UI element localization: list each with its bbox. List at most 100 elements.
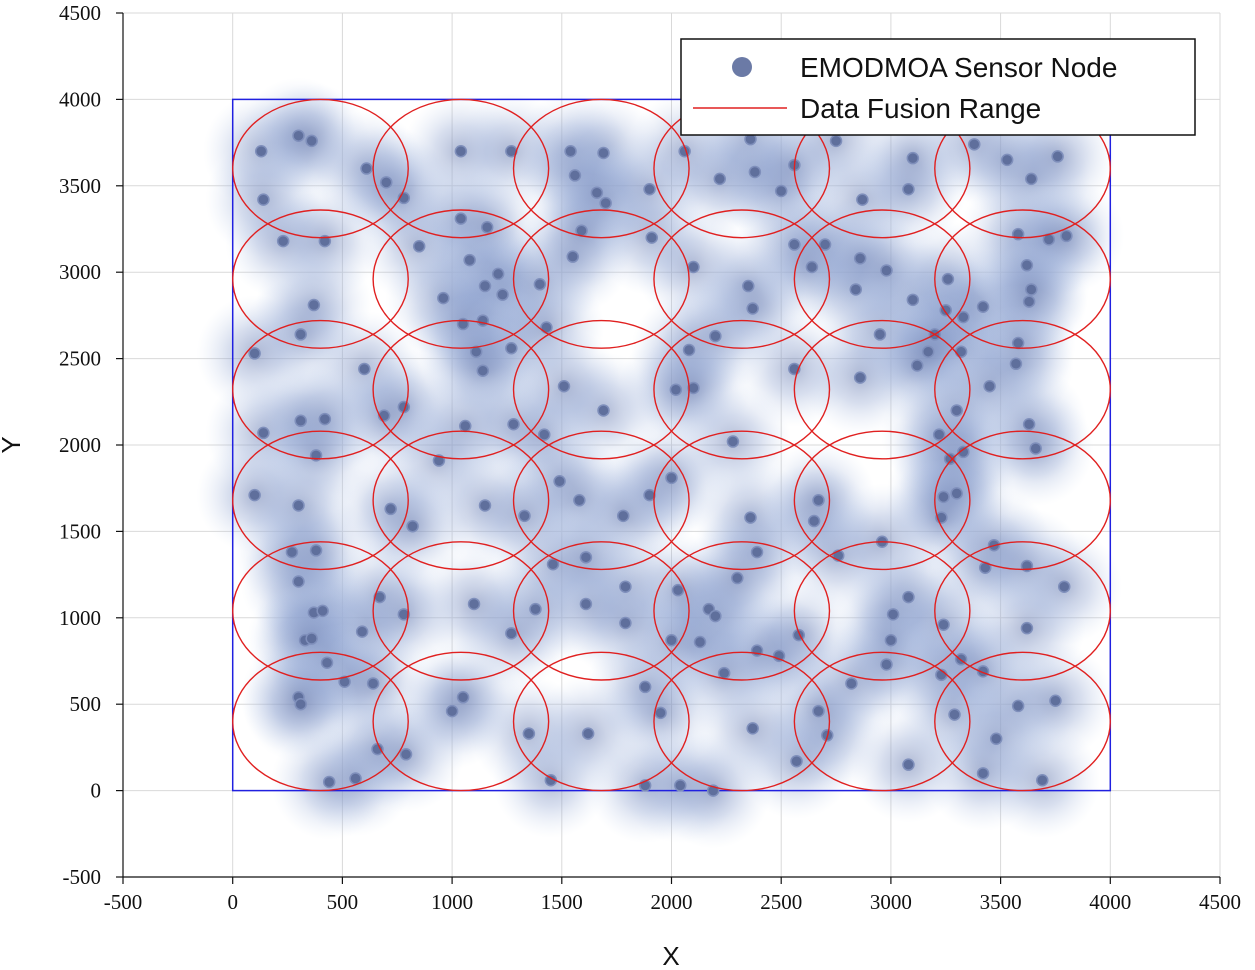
sensor-node-128 xyxy=(937,618,950,631)
sensor-node-110 xyxy=(597,404,610,417)
fusion-range-circle-0-4 xyxy=(793,651,971,792)
sensor-node-191 xyxy=(292,499,305,512)
fusion-range-circle-1-2 xyxy=(512,541,690,681)
sensor-node-13 xyxy=(599,196,612,210)
sensor-node-40 xyxy=(496,288,509,301)
sensor-node-36 xyxy=(463,253,476,267)
sensor-node-80 xyxy=(687,381,700,395)
sensor-node-layer xyxy=(248,129,1073,797)
fusion-range-circle-3-2 xyxy=(512,319,690,460)
sensor-node-56 xyxy=(818,238,832,251)
sensor-node-133 xyxy=(1011,699,1025,713)
sensor-node-58 xyxy=(849,283,863,296)
sensor-node-35 xyxy=(454,212,468,225)
sensor-node-173 xyxy=(292,575,305,588)
sensor-node-47 xyxy=(476,364,490,377)
sensor-node-150 xyxy=(693,635,707,649)
sensor-node-160 xyxy=(529,602,542,616)
sensor-node-57 xyxy=(805,260,819,274)
sensor-node-5 xyxy=(380,176,393,189)
fusion-range-circle-4-4 xyxy=(793,209,971,349)
sensor-node-51 xyxy=(645,231,659,244)
fusion-range-circle-2-1 xyxy=(372,430,550,571)
deployment-region xyxy=(231,98,1112,792)
sensor-node-19 xyxy=(774,184,788,198)
sensor-node-78 xyxy=(682,343,696,357)
sensor-node-68 xyxy=(1042,233,1056,246)
sensor-node-49 xyxy=(566,250,580,263)
sensor-node-154 xyxy=(619,580,632,593)
sensor-node-104 xyxy=(507,418,520,431)
sensor-node-114 xyxy=(744,511,757,524)
y-tick-label-10: 4500 xyxy=(59,1,101,25)
sensor-node-123 xyxy=(1057,580,1071,593)
x-tick-label-10: 4500 xyxy=(1199,890,1241,914)
sensor-node-94 xyxy=(1029,442,1042,455)
sensor-node-196 xyxy=(518,509,531,523)
sensor-node-107 xyxy=(573,494,586,507)
sensor-node-26 xyxy=(1000,153,1014,167)
sensor-node-0 xyxy=(254,144,268,158)
x-tick-label-5: 2000 xyxy=(651,890,693,914)
sensor-node-2 xyxy=(305,134,318,148)
fusion-range-circle-1-3 xyxy=(653,541,831,681)
sensor-node-33 xyxy=(248,347,261,360)
sensor-node-193 xyxy=(406,519,419,533)
sensor-node-113 xyxy=(726,435,740,448)
sensor-node-25 xyxy=(968,138,981,151)
sensor-node-41 xyxy=(533,278,547,291)
fusion-range-circle-0-1 xyxy=(372,651,550,792)
sensor-node-144 xyxy=(746,722,759,735)
sensor-node-127 xyxy=(880,658,893,671)
x-tick-label-1: 0 xyxy=(227,890,238,914)
fusion-range-layer xyxy=(231,98,1111,792)
sensor-node-187 xyxy=(399,748,413,761)
sensor-node-99 xyxy=(294,414,307,428)
fusion-range-circle-4-1 xyxy=(372,209,550,349)
sensor-node-168 xyxy=(467,597,481,611)
legend-label-sensor-node: EMODMOA Sensor Node xyxy=(800,52,1117,83)
sensor-node-194 xyxy=(248,488,261,502)
fusion-range-circle-5-0 xyxy=(231,98,409,239)
sensor-node-141 xyxy=(845,677,858,690)
sensor-node-69 xyxy=(1060,229,1073,243)
sensor-node-98 xyxy=(257,426,270,440)
sensor-node-183 xyxy=(294,697,307,711)
sensor-node-39 xyxy=(478,279,492,293)
sensor-node-90 xyxy=(937,490,950,504)
sensor-node-28 xyxy=(1051,150,1064,163)
sensor-node-153 xyxy=(671,583,685,597)
sensor-node-30 xyxy=(318,234,332,248)
sensor-node-170 xyxy=(397,608,411,621)
legend-label-fusion-range: Data Fusion Range xyxy=(800,93,1041,124)
sensor-node-84 xyxy=(921,345,935,358)
sensor-node-34 xyxy=(412,240,426,253)
sensor-node-12 xyxy=(590,186,604,199)
sensor-node-166 xyxy=(674,779,687,792)
sensor-node-31 xyxy=(307,298,321,312)
sensor-node-132 xyxy=(948,708,961,721)
sensor-node-91 xyxy=(950,487,963,500)
sensor-node-161 xyxy=(505,627,518,640)
sensor-node-178 xyxy=(305,632,318,645)
sensor-node-156 xyxy=(638,680,652,694)
sensor-node-24 xyxy=(906,151,920,165)
sensor-node-172 xyxy=(316,604,329,618)
sensor-node-186 xyxy=(371,742,384,756)
sensor-node-106 xyxy=(553,475,566,488)
x-tick-label-4: 1500 xyxy=(541,890,583,914)
fusion-range-circle-2-4 xyxy=(793,430,971,571)
fusion-range-circle-3-1 xyxy=(372,319,550,460)
y-tick-label-3: 1000 xyxy=(59,606,101,630)
sensor-node-142 xyxy=(812,704,825,718)
fusion-range-circle-0-3 xyxy=(653,651,831,792)
sensor-node-145 xyxy=(772,649,786,663)
sensor-node-116 xyxy=(807,514,821,528)
sensor-node-67 xyxy=(1020,259,1034,272)
fusion-range-circle-4-2 xyxy=(512,209,690,349)
sensor-node-77 xyxy=(709,329,722,343)
y-tick-label-9: 4000 xyxy=(59,87,101,111)
sensor-node-179 xyxy=(320,656,334,669)
fusion-range-circle-4-5 xyxy=(934,209,1111,349)
